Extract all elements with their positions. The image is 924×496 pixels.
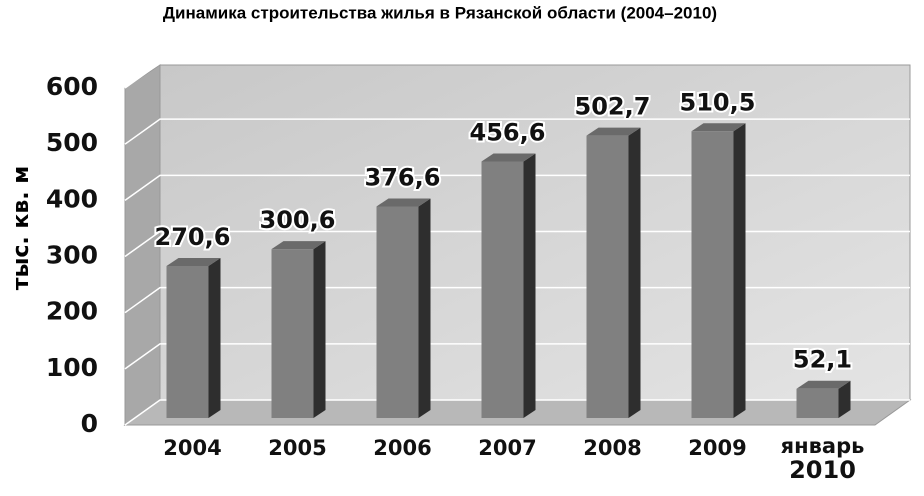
value-label: 456,6	[470, 119, 546, 147]
x-tick-label: 2009	[688, 436, 746, 460]
grid-line	[124, 286, 910, 314]
value-label: 510,5	[680, 88, 756, 116]
bar-front	[586, 135, 629, 419]
grid-line	[124, 399, 910, 426]
bar-front	[796, 388, 839, 418]
bar-side	[733, 123, 746, 418]
y-tick-label: 0	[81, 409, 98, 438]
y-tick-label: 400	[46, 184, 98, 213]
x-tick-label: 2008	[583, 436, 641, 460]
value-label: 52,1	[793, 346, 852, 374]
bar-side	[523, 153, 536, 418]
bar	[796, 380, 851, 418]
x-tick-label: январь 2010	[781, 434, 865, 484]
bar-front	[481, 161, 524, 418]
bar	[586, 127, 641, 419]
y-tick-label: 300	[46, 241, 98, 270]
bar-front	[691, 131, 734, 418]
bar-front	[271, 249, 314, 418]
bar	[166, 258, 221, 418]
grid-line	[124, 343, 910, 370]
bar-top	[796, 380, 851, 389]
bar-top	[481, 153, 536, 162]
value-label: 270,6	[155, 223, 231, 251]
y-tick-label: 200	[46, 297, 98, 326]
y-tick-label: 600	[46, 72, 98, 101]
bar-front	[376, 206, 419, 418]
x-tick-label: 2006	[373, 436, 431, 460]
x-tick-label: 2007	[478, 436, 536, 460]
x-tick-label: 2005	[268, 436, 326, 460]
bar-side	[838, 380, 851, 418]
bar-top	[586, 127, 641, 136]
grid-line	[124, 62, 910, 89]
grid-line	[124, 174, 910, 201]
value-label: 376,6	[365, 163, 441, 191]
bar	[481, 153, 536, 418]
chart-title: Динамика строительства жилья в Рязанской…	[163, 3, 717, 22]
value-label: 502,7	[575, 93, 651, 121]
x-tick-label: 2004	[163, 436, 221, 460]
bar-top	[271, 241, 326, 250]
bar	[376, 198, 431, 418]
y-tick-label: 500	[46, 128, 98, 157]
bar-top	[691, 123, 746, 132]
bar-side	[313, 241, 326, 418]
value-label: 300,6	[260, 206, 336, 234]
bar-front	[166, 266, 209, 418]
bar-side	[418, 198, 431, 418]
bar-top	[166, 258, 221, 267]
y-axis-label: тыс. кв. м	[9, 166, 34, 291]
bar-side	[628, 127, 641, 418]
bar-top	[376, 198, 431, 207]
grid-line	[124, 118, 910, 145]
y-tick-label: 100	[46, 353, 98, 382]
bar-side	[208, 258, 221, 418]
bar	[691, 123, 746, 418]
bar	[271, 241, 326, 418]
grid-line	[124, 230, 910, 258]
